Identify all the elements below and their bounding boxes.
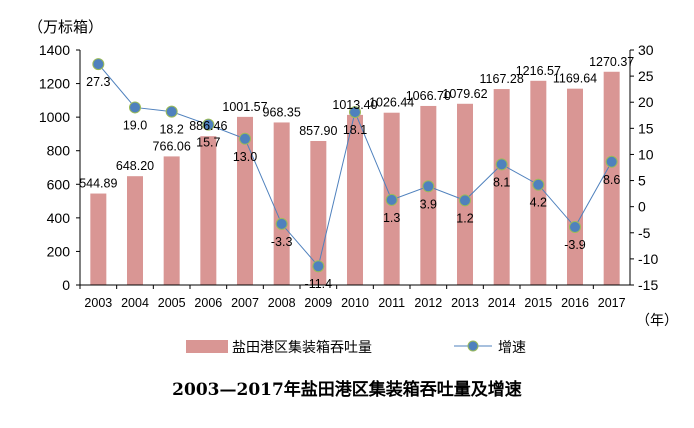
growth-marker xyxy=(275,217,288,230)
growth-value-label: 19.0 xyxy=(123,118,147,132)
left-tick-label: 0 xyxy=(62,277,70,293)
x-tick-label: 2009 xyxy=(304,296,332,310)
bar-value-label: 1066.70 xyxy=(406,89,451,103)
growth-value-label: 13.0 xyxy=(233,150,257,164)
right-tick-label: 10 xyxy=(638,146,654,162)
bar-value-label: 1013.40 xyxy=(332,98,377,112)
x-tick-label: 2006 xyxy=(194,296,222,310)
x-tick-label: 2010 xyxy=(341,296,369,310)
left-tick-label: 400 xyxy=(47,210,71,226)
legend-bar-label: 盐田港区集装箱吞吐量 xyxy=(232,339,372,355)
bar-value-label: 1001.57 xyxy=(222,100,267,114)
growth-value-label: 8.6 xyxy=(603,173,620,187)
growth-value-label: 3.9 xyxy=(420,197,437,211)
x-tick-label: 2017 xyxy=(598,296,626,310)
growth-marker xyxy=(202,118,215,131)
bar xyxy=(457,103,473,285)
bar xyxy=(420,105,437,286)
bar xyxy=(127,176,143,285)
right-tick-label: 20 xyxy=(638,94,654,110)
x-tick-label: 2005 xyxy=(158,296,186,310)
bar xyxy=(273,122,290,285)
growth-value-label: 1.2 xyxy=(456,211,473,225)
right-tick-label: 15 xyxy=(638,120,654,136)
growth-marker xyxy=(165,105,178,118)
bar-value-label: 1026.44 xyxy=(369,96,414,110)
legend-bar-swatch xyxy=(186,340,228,353)
bar-value-label: 1167.28 xyxy=(480,72,524,86)
x-tick-label: 2012 xyxy=(414,296,442,310)
y-axis-label: （万标箱） xyxy=(28,19,103,36)
x-tick-label: 2003 xyxy=(84,296,112,310)
left-tick-label: 800 xyxy=(47,143,71,159)
growth-marker xyxy=(349,106,361,119)
left-tick-label: 1400 xyxy=(39,42,70,58)
x-tick-label: 2008 xyxy=(268,296,296,310)
right-tick-label: 5 xyxy=(638,173,646,189)
growth-value-label: 8.1 xyxy=(493,175,510,189)
growth-marker xyxy=(385,193,398,206)
growth-value-label: 18.2 xyxy=(159,123,183,137)
bar xyxy=(603,71,620,285)
x-tick-label: 2015 xyxy=(524,296,552,310)
bar xyxy=(567,88,583,285)
bar-value-label: 766.06 xyxy=(153,139,191,153)
x-axis-unit-label: （年） xyxy=(636,312,678,328)
legend-line-label: 增速 xyxy=(498,339,526,355)
right-tick-label: -5 xyxy=(638,225,651,241)
growth-value-label: 1.3 xyxy=(383,211,400,225)
growth-value-label: -11.4 xyxy=(305,277,333,291)
growth-marker xyxy=(532,178,545,191)
bar xyxy=(347,114,363,285)
bar xyxy=(163,156,180,285)
growth-marker xyxy=(239,132,251,145)
bar xyxy=(200,136,217,285)
x-tick-label: 2007 xyxy=(231,296,259,310)
left-tick-label: 600 xyxy=(47,176,71,192)
growth-value-label: 27.3 xyxy=(86,75,110,89)
bar-value-label: 1169.64 xyxy=(553,72,597,86)
left-tick-label: 1200 xyxy=(39,76,70,92)
right-tick-label: 30 xyxy=(638,42,654,58)
growth-value-label: 4.2 xyxy=(530,196,547,210)
right-tick-label: -10 xyxy=(638,251,658,267)
right-tick-label: -15 xyxy=(638,277,658,293)
x-tick-label: 2011 xyxy=(378,296,405,310)
legend: 盐田港区集装箱吞吐量 增速 xyxy=(186,339,526,355)
growth-marker xyxy=(605,155,618,168)
growth-marker xyxy=(312,260,325,273)
growth-marker xyxy=(92,58,105,71)
bar-value-label: 886.46 xyxy=(189,119,227,133)
growth-marker xyxy=(569,221,581,234)
bar-value-label: 648.20 xyxy=(116,159,154,173)
right-tick-label: 0 xyxy=(638,199,646,215)
bar-value-label: 968.35 xyxy=(263,105,301,119)
growth-value-label: -3.9 xyxy=(564,238,586,252)
bar-value-label: 1216.57 xyxy=(516,64,561,78)
growth-marker xyxy=(129,101,141,114)
chart-title: 2003—2017年盐田港区集装箱吞吐量及增速 xyxy=(172,379,522,400)
x-tick-label: 2004 xyxy=(121,296,149,310)
growth-value-label: 15.7 xyxy=(196,136,220,150)
bar-value-label: 1270.37 xyxy=(589,55,634,69)
growth-value-label: 18.1 xyxy=(343,123,367,137)
x-tick-label: 2016 xyxy=(561,296,589,310)
bar xyxy=(237,116,253,285)
left-tick-label: 1000 xyxy=(39,109,70,125)
bar-value-label: 1079.62 xyxy=(442,87,487,101)
bar-value-label: 544.89 xyxy=(79,177,117,191)
bar xyxy=(493,89,510,285)
growth-marker xyxy=(459,194,471,207)
bar-value-label: 857.90 xyxy=(299,124,337,138)
bar xyxy=(90,193,107,285)
growth-marker xyxy=(495,158,508,171)
growth-marker xyxy=(422,180,435,193)
right-tick-label: 25 xyxy=(638,68,654,84)
left-tick-label: 200 xyxy=(47,243,71,259)
x-tick-label: 2013 xyxy=(451,296,479,310)
x-tick-label: 2014 xyxy=(488,296,516,310)
growth-value-label: -3.3 xyxy=(271,235,293,249)
legend-line-marker xyxy=(467,340,479,352)
